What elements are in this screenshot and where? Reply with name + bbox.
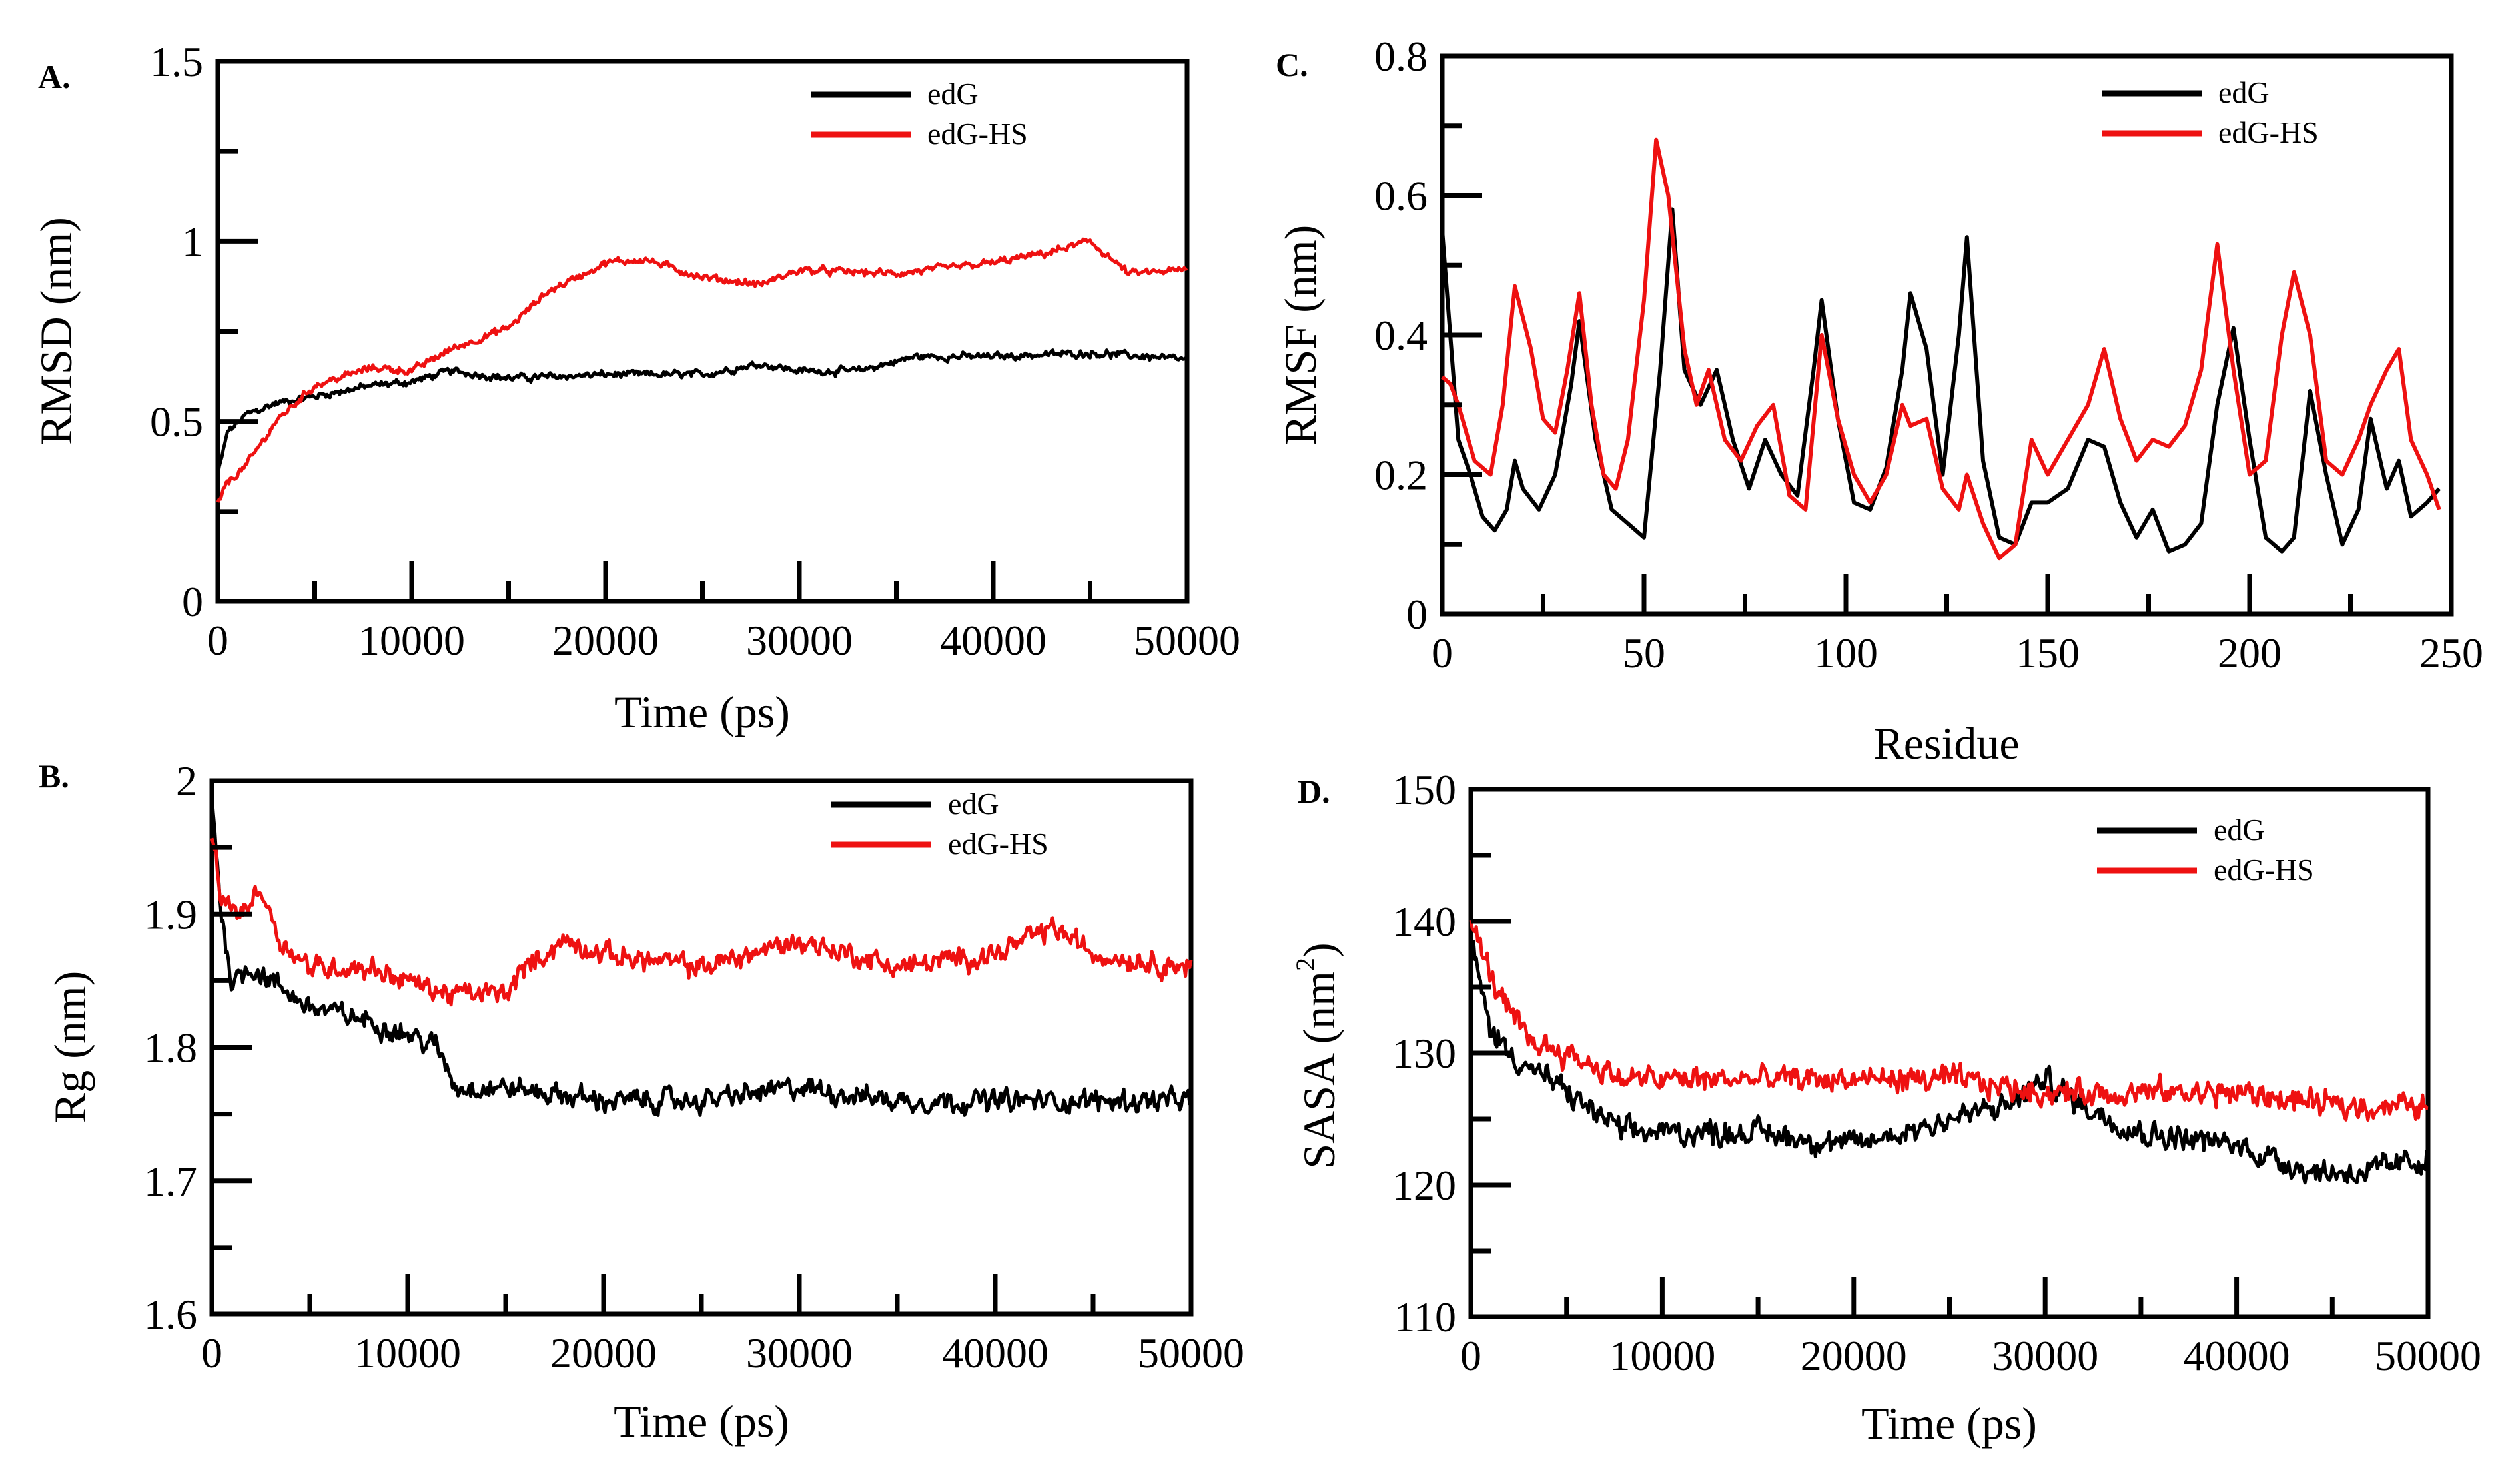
- panel-c-series: [1440, 137, 2441, 561]
- panel-d-ticks: 0 10000 20000 30000 40000 50000 110 120 130 140 15…: [1392, 766, 2481, 1379]
- legend-label-edg-hs: edG-HS: [2214, 853, 2314, 887]
- y-tick-label: 0: [1406, 591, 1428, 638]
- x-tick-label: 10000: [354, 1329, 461, 1377]
- panel-a-plot-frame: [215, 59, 1190, 604]
- y-axis-title-d: SASA (nm2): [1290, 942, 1344, 1168]
- y-tick-label: 140: [1392, 898, 1456, 945]
- x-tick-label: 40000: [942, 1329, 1049, 1377]
- y-tick-label: 0.6: [1374, 173, 1428, 220]
- x-tick-label: 0: [1432, 629, 1453, 677]
- series-line-edg-hs: [1441, 137, 2441, 561]
- series-line-edg-hs: [216, 237, 1188, 503]
- panel-d-series: [1469, 919, 2430, 1185]
- y-tick-label: 0.4: [1374, 312, 1428, 359]
- y-axis-title-b: Rg (nm): [45, 971, 95, 1124]
- series-line-edg: [1440, 207, 2441, 554]
- x-tick-label: 20000: [1801, 1332, 1907, 1379]
- y-axis-title-d-text: SASA (nm: [1294, 971, 1344, 1169]
- x-tick-label: 150: [2016, 629, 2080, 677]
- panel-a: 0 10000 20000 30000 40000 50000 0 0.5 1 1.5 edG e…: [31, 38, 1240, 737]
- y-tick-label: 1: [182, 218, 203, 265]
- panel-label-d: D.: [1298, 773, 1330, 810]
- y-tick-label: 1.8: [144, 1024, 197, 1072]
- series-line-edg: [216, 348, 1188, 476]
- x-tick-label: 10000: [1609, 1332, 1715, 1379]
- y-axis-title-d-close: ): [1294, 942, 1344, 958]
- panel-b-plot-frame: [209, 778, 1194, 1317]
- x-tick-label: 250: [2419, 629, 2483, 677]
- y-tick-label: 150: [1392, 766, 1456, 813]
- panel-b: 0 10000 20000 30000 40000 500001.61.71.81.92 …: [39, 757, 1244, 1447]
- panel-label-b: B.: [39, 757, 69, 795]
- x-tick-label: 100: [1814, 629, 1878, 677]
- x-tick-label: 0: [201, 1329, 222, 1377]
- panel-c-ticks: 0 50 100 150 200 250 0 0.2 0.4 0.6 0.8: [1374, 33, 2483, 677]
- panel-b-legend: edG edG-HS: [831, 787, 1049, 861]
- panel-d: 0 10000 20000 30000 40000 50000 110 120 130 140 15…: [1290, 766, 2481, 1449]
- x-axis-title-c: Residue: [1873, 718, 2019, 769]
- legend-label-edg: edG: [2214, 813, 2265, 847]
- panel-b-ticks: 0 10000 20000 30000 40000 50000 1.6 1.7 1.8 1.9 2: [144, 757, 1244, 1377]
- x-tick-label: 50000: [1138, 1329, 1244, 1377]
- x-tick-label: 30000: [1992, 1332, 2098, 1379]
- panel-a-series: [216, 237, 1188, 503]
- x-tick-label: 0: [207, 617, 228, 664]
- legend-label-edg-hs: edG-HS: [948, 827, 1049, 861]
- series-line-edg-hs: [210, 837, 1193, 1007]
- y-tick-label: 0.5: [150, 398, 203, 446]
- y-axis-title-d-sup: 2: [1290, 958, 1320, 971]
- series-line-edg: [210, 795, 1193, 1117]
- y-axis-title-a: RMSD (nm): [31, 217, 81, 445]
- y-tick-label: 0.2: [1374, 452, 1428, 499]
- panel-a-legend: edG edG-HS: [811, 77, 1028, 151]
- y-tick-label: 0.8: [1374, 33, 1428, 80]
- panel-d-legend: edG edG-HS: [2097, 813, 2314, 887]
- y-tick-label: 130: [1392, 1030, 1456, 1077]
- y-tick-label: 1.9: [144, 891, 197, 938]
- series-line-edg: [1469, 932, 2430, 1185]
- x-tick-label: 10000: [358, 617, 465, 664]
- x-axis-title-b: Time (ps): [614, 1396, 789, 1447]
- y-tick-label: 2: [176, 757, 197, 805]
- panel-a-ticks: 0 10000 20000 30000 40000 50000 0 0.5 1 1.5: [150, 38, 1240, 664]
- x-tick-label: 30000: [746, 617, 853, 664]
- y-axis-title-c: RMSF (nm): [1275, 225, 1326, 446]
- y-tick-label: 0: [182, 578, 203, 625]
- panel-b-series: [210, 795, 1193, 1117]
- legend-label-edg: edG: [2218, 75, 2270, 109]
- x-tick-label: 20000: [550, 1329, 657, 1377]
- y-tick-label: 1.6: [144, 1291, 197, 1338]
- panel-c-legend: edG edG-HS: [2102, 75, 2319, 149]
- x-tick-label: 30000: [746, 1329, 853, 1377]
- panel-label-c: C.: [1276, 46, 1308, 83]
- x-tick-label: 40000: [2184, 1332, 2290, 1379]
- x-tick-label: 50000: [1134, 617, 1240, 664]
- legend-label-edg: edG: [927, 77, 979, 111]
- x-axis-title-d: Time (ps): [1861, 1398, 2037, 1449]
- x-tick-label: 20000: [552, 617, 659, 664]
- legend-label-edg-hs: edG-HS: [2218, 115, 2319, 149]
- x-tick-label: 40000: [940, 617, 1047, 664]
- svg-text:SASA (nm2): SASA (nm2): [1290, 942, 1344, 1168]
- y-tick-label: 1.5: [150, 38, 203, 85]
- x-axis-title-a: Time (ps): [614, 687, 790, 737]
- x-tick-label: 0: [1460, 1332, 1481, 1379]
- legend-label-edg: edG: [948, 787, 999, 821]
- y-tick-label: 120: [1392, 1162, 1456, 1209]
- series-line-edg-hs: [1469, 919, 2429, 1122]
- legend-label-edg-hs: edG-HS: [927, 117, 1028, 151]
- y-tick-label: 1.7: [144, 1158, 197, 1205]
- x-tick-label: 200: [2218, 629, 2282, 677]
- y-tick-label: 110: [1394, 1294, 1456, 1341]
- panel-label-a: A.: [38, 58, 71, 95]
- x-tick-label: 50000: [2375, 1332, 2481, 1379]
- x-tick-label: 50: [1623, 629, 1665, 677]
